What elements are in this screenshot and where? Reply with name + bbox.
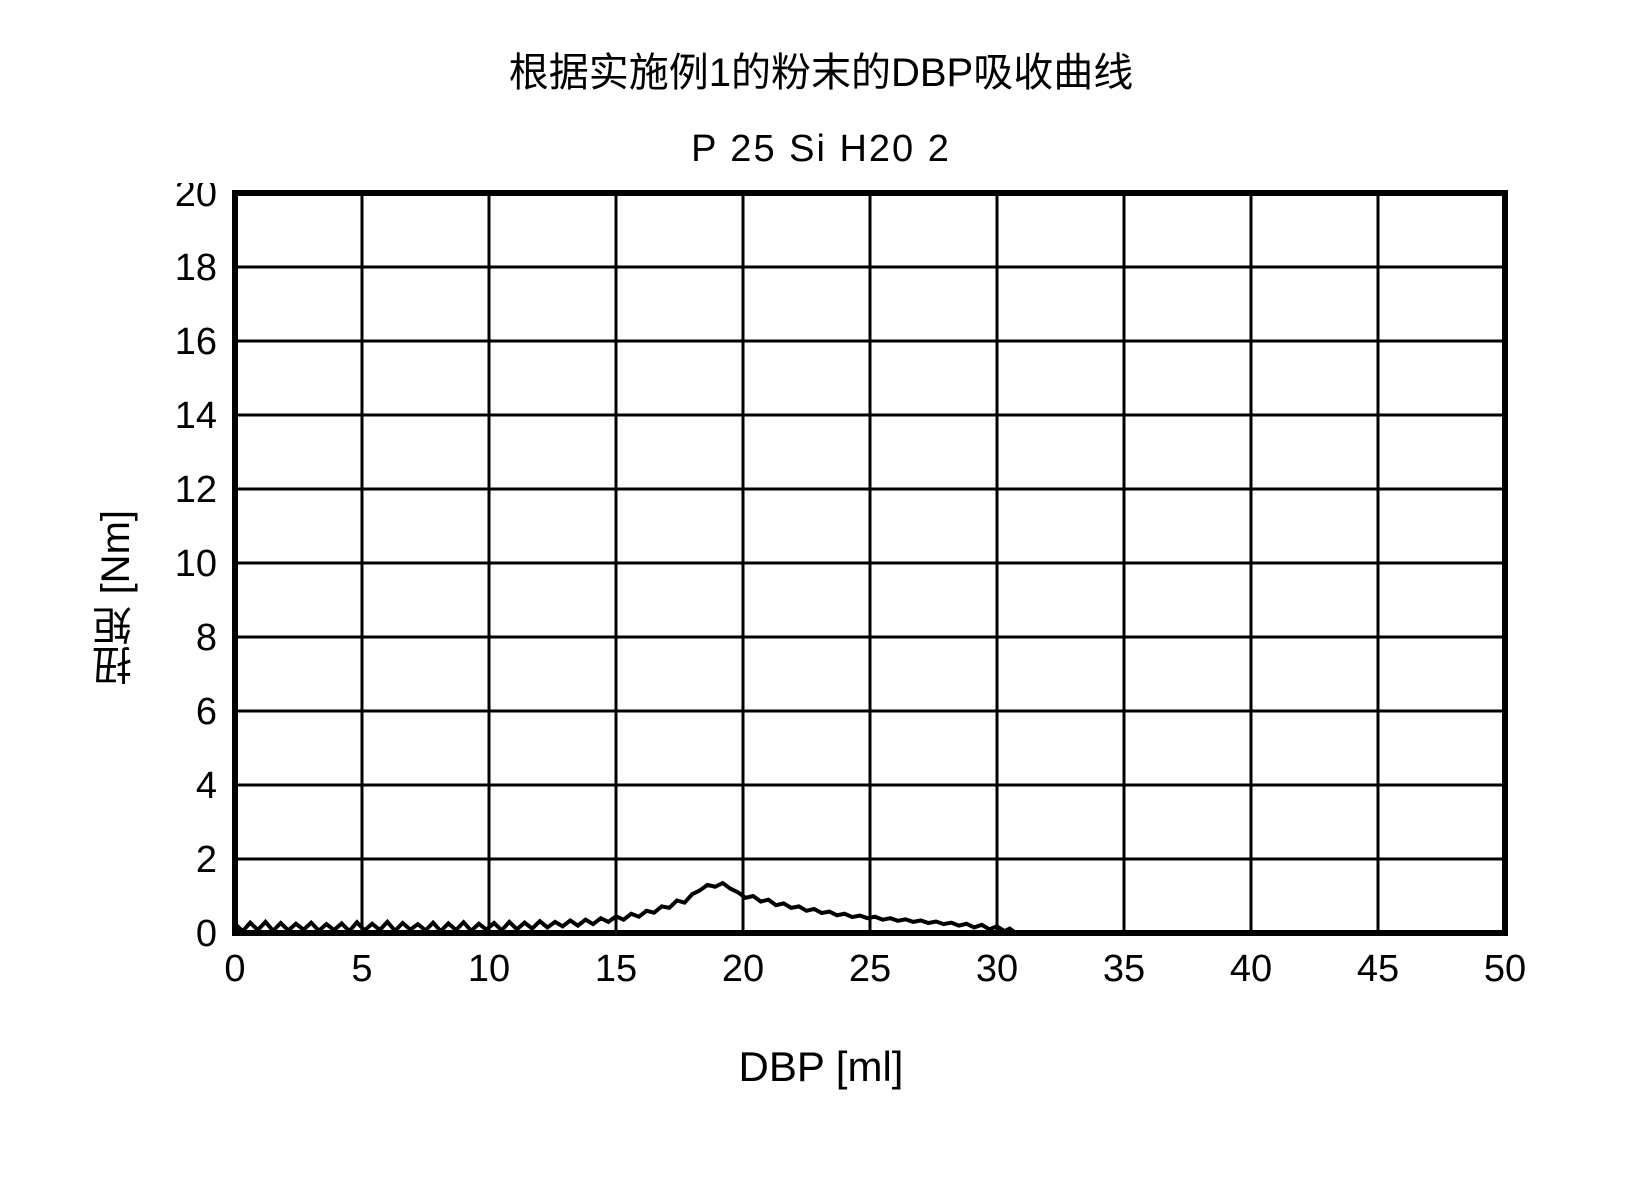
y-axis-label: 扭矩 [Nm] (87, 510, 145, 686)
y-tick-label: 0 (196, 913, 217, 955)
chart-plot: 0 5 10 15 20 25 30 35 40 45 50 0 2 4 6 8 10 12 14 16 18 20 (155, 183, 1555, 1013)
y-tick-label: 8 (196, 617, 217, 659)
x-tick-label: 5 (351, 948, 372, 990)
x-tick-label: 25 (849, 948, 891, 990)
x-axis-label: DBP [ml] (40, 1043, 1602, 1091)
y-tick-label: 2 (196, 839, 217, 881)
x-tick-label: 30 (976, 948, 1018, 990)
data-series-line (235, 883, 1015, 932)
x-tick-label: 50 (1484, 948, 1526, 990)
x-tick-label: 0 (224, 948, 245, 990)
chart-main-title: 根据实施例1的粉末的DBP吸收曲线 (40, 40, 1602, 98)
x-tick-label: 10 (468, 948, 510, 990)
y-tick-label: 12 (175, 469, 217, 511)
y-tick-label: 14 (175, 395, 217, 437)
x-tick-label: 40 (1230, 948, 1272, 990)
x-tick-label: 15 (595, 948, 637, 990)
y-tick-label: 4 (196, 765, 217, 807)
y-tick-label: 16 (175, 321, 217, 363)
y-tick-label: 18 (175, 247, 217, 289)
x-tick-label: 35 (1103, 948, 1145, 990)
chart-sub-title: P 25 Si H20 2 (40, 128, 1602, 171)
x-tick-label: 45 (1357, 948, 1399, 990)
y-tick-label: 6 (196, 691, 217, 733)
y-tick-label: 10 (175, 543, 217, 585)
x-tick-label: 20 (722, 948, 764, 990)
y-tick-label: 20 (175, 183, 217, 215)
